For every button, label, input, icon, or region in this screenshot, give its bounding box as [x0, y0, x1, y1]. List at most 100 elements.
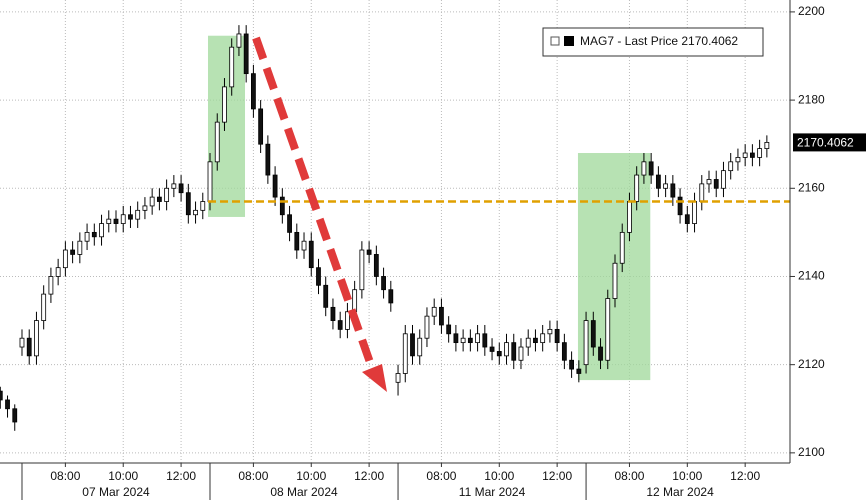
candle-body: [345, 311, 350, 330]
legend-name: MAG7 - Last Price: [580, 34, 678, 48]
candle-body: [431, 306, 437, 317]
candle-body: [185, 192, 191, 216]
candle-body: [713, 179, 719, 189]
candle-body: [207, 161, 213, 202]
candle-body: [26, 337, 32, 357]
x-tick-label: 08:00: [426, 469, 456, 483]
candle-body: [62, 249, 68, 269]
candle-body: [641, 161, 647, 176]
candle-body: [395, 373, 401, 383]
candle-body: [569, 359, 575, 370]
x-tick-label: 08:00: [614, 469, 644, 483]
candle-body: [308, 240, 314, 269]
x-tick-label: 10:00: [108, 469, 138, 483]
candle-body: [135, 209, 141, 220]
candle-body: [48, 276, 54, 295]
candle-body: [648, 161, 654, 176]
candle-body: [467, 337, 473, 344]
trend-arrow: [252, 36, 387, 392]
candle-body: [424, 315, 430, 339]
candle-body: [684, 214, 690, 224]
legend: MAG7 - Last Price 2170.4062: [542, 27, 764, 57]
candle-body: [301, 240, 307, 251]
candle-body: [540, 333, 546, 344]
x-tick-label: 12:00: [730, 469, 760, 483]
candle-body: [99, 223, 104, 238]
y-tick-label: 2100: [798, 445, 825, 459]
candle-body: [316, 267, 321, 286]
highlight-region: [207, 35, 246, 217]
candle-body: [627, 201, 632, 233]
y-tick-label: 2160: [798, 180, 825, 194]
candle-body: [265, 143, 271, 176]
candle-body: [373, 254, 379, 277]
candle-body: [84, 231, 90, 242]
candle-body: [670, 183, 676, 198]
x-tick-label: 10:00: [296, 469, 326, 483]
candle-body: [655, 174, 661, 189]
candle-body: [475, 333, 480, 344]
candle-body: [764, 142, 770, 150]
y-tick-label: 2140: [798, 269, 825, 283]
candle-body: [699, 183, 705, 202]
candle-body: [576, 368, 582, 374]
candle-body: [91, 231, 97, 238]
candle-body: [482, 333, 488, 348]
candle-body: [663, 183, 669, 189]
x-tick-label: 12:00: [354, 469, 384, 483]
candle-body: [120, 214, 126, 224]
candle-body: [272, 174, 278, 198]
candle-body: [634, 174, 640, 202]
candle-body: [721, 170, 726, 189]
day-label: 08 Mar 2024: [270, 485, 338, 499]
candle-body: [323, 284, 329, 308]
candle-body: [70, 249, 76, 255]
candle-body: [149, 196, 155, 207]
x-tick-label: 10:00: [672, 469, 702, 483]
candle-body: [193, 209, 198, 216]
candle-body: [294, 231, 300, 251]
candle-body: [287, 214, 292, 233]
candle-body: [142, 205, 148, 211]
candle-body: [251, 73, 256, 110]
candle-body: [446, 324, 452, 335]
legend-box: [542, 27, 764, 57]
last-price-label: 2170.4062: [797, 136, 854, 150]
candle-body: [113, 218, 119, 224]
candle-body: [243, 33, 249, 75]
candle-body: [590, 320, 596, 348]
candle-body: [417, 337, 423, 357]
candle-body: [229, 46, 235, 88]
x-tick-label: 08:00: [50, 469, 80, 483]
y-tick-label: 2180: [798, 92, 825, 106]
candle-body: [605, 298, 611, 361]
candle-body: [388, 289, 394, 304]
candle-body: [402, 333, 408, 374]
candle-body: [489, 346, 495, 352]
candle-body: [533, 337, 538, 344]
candle-body: [612, 262, 618, 299]
candle-body: [236, 33, 242, 48]
candle-body: [554, 328, 560, 344]
candle-body: [561, 342, 567, 361]
legend-expand[interactable]: [550, 36, 560, 46]
candle-body: [496, 351, 502, 357]
candle-body: [156, 196, 162, 202]
candle-body: [337, 320, 343, 330]
x-tick-label: 12:00: [166, 469, 196, 483]
candle-body: [518, 346, 524, 361]
arrow-head: [362, 364, 387, 392]
candle-body: [728, 161, 734, 172]
candle-body: [41, 293, 47, 321]
candle-body: [77, 240, 83, 255]
candle-body: [106, 218, 112, 224]
candle-body: [352, 289, 358, 313]
candle-body: [359, 249, 365, 291]
candle-body: [692, 201, 697, 224]
y-tick-label: 2200: [798, 4, 825, 18]
candle-body: [178, 183, 184, 194]
candle-body: [735, 157, 741, 163]
candle-body: [547, 328, 553, 335]
legend-swatch: [564, 36, 574, 46]
candle-body: [583, 320, 589, 366]
